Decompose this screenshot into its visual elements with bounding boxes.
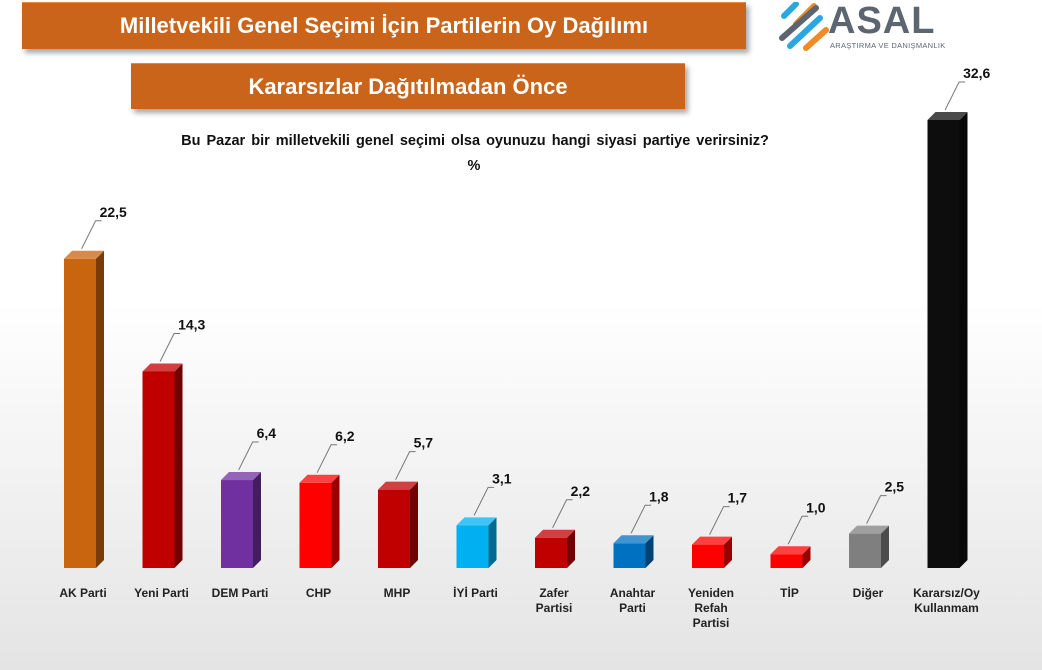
bar bbox=[692, 544, 724, 568]
value-leader-line bbox=[552, 499, 573, 528]
bar-group: 6,2 bbox=[299, 428, 355, 568]
value-leader-line bbox=[395, 451, 416, 480]
bar-side bbox=[645, 535, 654, 568]
bar-group: 32,6 bbox=[927, 65, 991, 568]
bar-group: 1,8 bbox=[613, 488, 669, 568]
bar bbox=[378, 489, 410, 568]
bar bbox=[613, 543, 646, 568]
bar-top bbox=[692, 536, 732, 545]
bar-side bbox=[174, 363, 183, 568]
logo-tagline: ARAŞTIRMA VE DANIŞMANLIK bbox=[830, 41, 946, 50]
value-leader-line bbox=[159, 332, 181, 362]
bar-group: 2,2 bbox=[535, 483, 590, 568]
value-leader-line bbox=[709, 506, 730, 535]
bar bbox=[770, 554, 803, 568]
bar-group: 14,3 bbox=[142, 316, 206, 568]
bar bbox=[64, 258, 96, 568]
bar-top bbox=[927, 112, 968, 120]
bar-side bbox=[959, 112, 968, 568]
bar-side bbox=[331, 474, 340, 568]
value-leader-line bbox=[630, 504, 652, 534]
asal-logo-mark-icon bbox=[779, 2, 829, 51]
value-leader-line bbox=[866, 495, 887, 524]
value-label: 1,0 bbox=[806, 499, 826, 515]
bar bbox=[535, 537, 567, 568]
value-label: 32,6 bbox=[963, 65, 990, 81]
bar-top bbox=[299, 474, 340, 483]
bar-side bbox=[253, 472, 261, 568]
bar bbox=[927, 120, 960, 568]
value-leader-line bbox=[238, 441, 259, 471]
bar-group: 6,4 bbox=[221, 425, 276, 568]
value-leader-line bbox=[944, 81, 966, 111]
sub-title: Kararsızlar Dağıtılmadan Önce bbox=[248, 74, 568, 99]
value-label: 6,4 bbox=[257, 425, 277, 441]
value-label: 2,2 bbox=[571, 483, 591, 499]
bar-group: 5,7 bbox=[378, 435, 433, 568]
bar-side bbox=[802, 546, 811, 568]
value-label: 22,5 bbox=[100, 204, 127, 220]
bar-top bbox=[613, 535, 654, 544]
logo-name: ASAL bbox=[828, 0, 936, 42]
bar-top bbox=[849, 525, 889, 534]
value-label: 5,7 bbox=[414, 435, 434, 451]
main-title: Milletvekili Genel Seçimi İçin Partileri… bbox=[119, 13, 649, 38]
bar-top bbox=[456, 517, 497, 526]
bar-group: 2,5 bbox=[849, 479, 904, 568]
chart-subtitle-banner: Kararsızlar Dağıtılmadan Önce bbox=[131, 63, 685, 109]
value-label: 3,1 bbox=[492, 470, 512, 486]
bar bbox=[456, 525, 489, 568]
bar-side bbox=[724, 536, 732, 568]
bar-side bbox=[410, 481, 418, 568]
chart-question: Bu Pazar bir milletvekili genel seçimi o… bbox=[181, 133, 769, 149]
bar bbox=[142, 371, 175, 568]
bar-group: 3,1 bbox=[456, 470, 512, 568]
value-label: 6,2 bbox=[335, 428, 355, 444]
value-leader-line bbox=[316, 444, 338, 474]
value-label: 14,3 bbox=[178, 316, 205, 332]
value-label: 2,5 bbox=[885, 479, 905, 495]
bar-top bbox=[64, 250, 104, 259]
bar-side bbox=[881, 525, 889, 568]
bar-side bbox=[488, 517, 497, 568]
asal-logo: ASAL ARAŞTIRMA VE DANIŞMANLIK bbox=[776, 0, 976, 54]
bar-group: 22,5 bbox=[64, 204, 127, 568]
value-label: 1,7 bbox=[728, 490, 748, 506]
bar-side bbox=[96, 250, 104, 568]
bar bbox=[221, 480, 253, 568]
bar-top bbox=[770, 546, 811, 555]
bar bbox=[299, 482, 332, 568]
bar-side bbox=[567, 529, 575, 568]
bar-top bbox=[378, 481, 418, 490]
bar-top bbox=[535, 529, 575, 538]
value-leader-line bbox=[787, 515, 809, 545]
chart-unit: % bbox=[467, 158, 481, 174]
chart-title-banner: Milletvekili Genel Seçimi İçin Partileri… bbox=[22, 2, 746, 49]
value-leader-line bbox=[473, 486, 495, 516]
bar bbox=[849, 533, 881, 568]
bar-group: 1,7 bbox=[692, 490, 747, 568]
value-leader-line bbox=[81, 220, 102, 250]
bar-top bbox=[221, 472, 261, 481]
value-label: 1,8 bbox=[649, 488, 669, 504]
bar-top bbox=[142, 363, 183, 372]
bar-group: 1,0 bbox=[770, 499, 826, 568]
